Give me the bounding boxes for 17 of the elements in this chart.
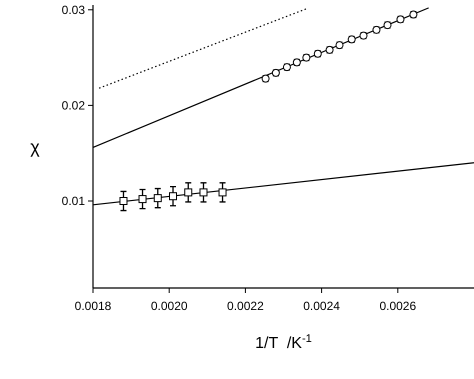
point [218, 188, 227, 196]
y-tick-label: 0.03 [62, 2, 86, 17]
x-tick-label: 0.0018 [74, 299, 112, 313]
x-tick-label: 0.0022 [227, 299, 264, 313]
point [199, 188, 208, 196]
point [138, 195, 147, 204]
point [119, 196, 128, 205]
point [154, 194, 162, 202]
x-tick-label: 0.0020 [150, 299, 188, 313]
y-axis-title: χ [30, 136, 40, 157]
y-tick-label: 0.01 [62, 194, 86, 208]
x-axis-title: 1/T /K$^{-1}$ [255, 333, 312, 352]
point [184, 188, 192, 196]
x-tick-label: 0.0024 [303, 299, 340, 313]
point [169, 192, 178, 200]
y-tick-label: 0.02 [62, 98, 86, 113]
x-tick-label: 0.0026 [379, 299, 416, 313]
